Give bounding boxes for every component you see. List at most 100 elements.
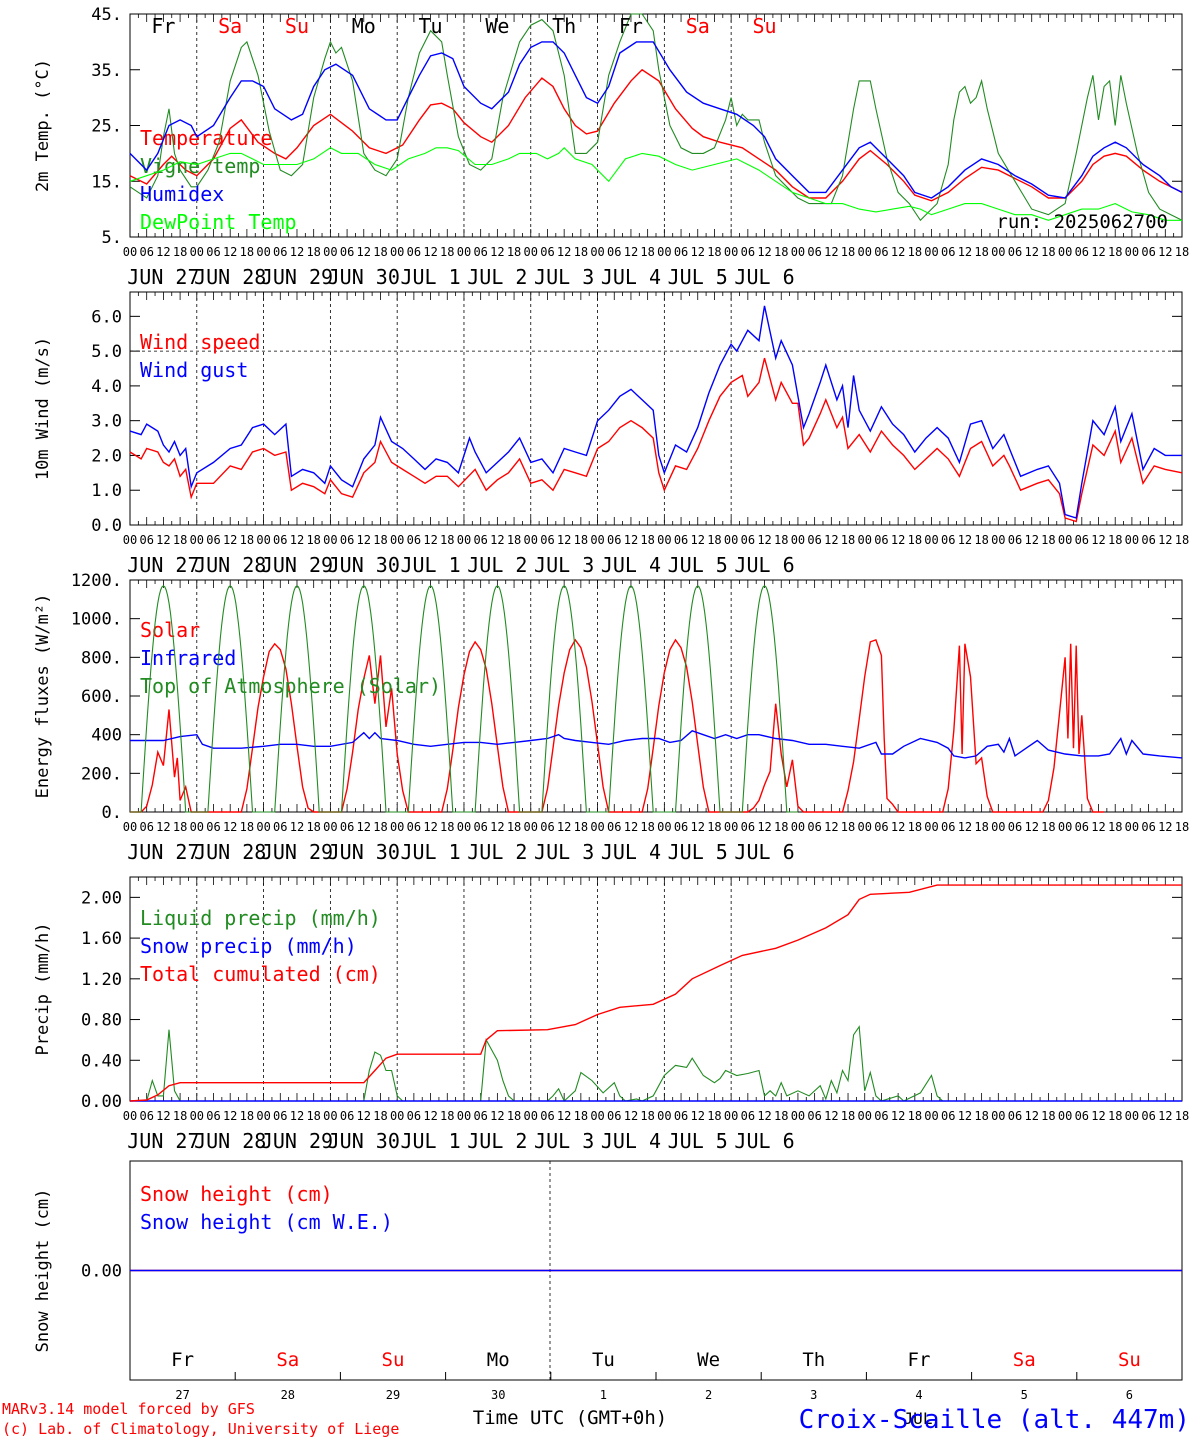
day-of-week-bottom: Su xyxy=(382,1349,405,1371)
series-line-temperature-0 xyxy=(129,68,1183,202)
x-tick-label: 06 xyxy=(540,820,554,834)
x-tick-label: 00 xyxy=(524,533,538,547)
legend-entry: Liquid precip (mm/h) xyxy=(140,906,381,930)
x-tick-label: 12 xyxy=(223,1109,237,1123)
x-tick-label: 18 xyxy=(574,533,588,547)
x-tick-label: 12 xyxy=(290,1109,304,1123)
x-tick-label: 06 xyxy=(807,820,821,834)
y-tick-label: 0.00 xyxy=(81,1092,122,1112)
x-tick-label: 06 xyxy=(139,533,153,547)
series-line-energy-0 xyxy=(130,638,1105,813)
x-tick-label: 00 xyxy=(657,1109,671,1123)
x-tick-label: 18 xyxy=(707,820,721,834)
date-label: JUN 28 xyxy=(194,265,266,289)
y-tick-label: 45. xyxy=(91,5,122,25)
x-tick-label: 00 xyxy=(791,820,805,834)
legend-entry: Top of Atmosphere (Solar) xyxy=(140,674,441,698)
x-tick-label: 18 xyxy=(1108,820,1122,834)
x-tick-label: 00 xyxy=(524,1109,538,1123)
day-of-week-bottom: Tu xyxy=(592,1349,615,1371)
x-tick-label: 06 xyxy=(1141,245,1155,259)
x-tick-label: 18 xyxy=(373,820,387,834)
x-tick-label: 18 xyxy=(306,245,320,259)
x-tick-label: 18 xyxy=(707,533,721,547)
y-tick-label: 0.00 xyxy=(81,1262,122,1282)
plot-frame xyxy=(129,291,1183,526)
x-tick-label: 00 xyxy=(123,820,137,834)
series-line-precip-2 xyxy=(129,884,1182,1102)
x-tick-label: 00 xyxy=(256,533,270,547)
date-label: JUL 6 xyxy=(734,265,794,289)
x-tick-label: 06 xyxy=(273,820,287,834)
series-line-precip-0 xyxy=(130,1025,944,1102)
day-of-week-bottom: Fr xyxy=(171,1349,194,1371)
x-tick-label: 00 xyxy=(1125,245,1139,259)
x-tick-label: 12 xyxy=(624,245,638,259)
x-tick-label: 12 xyxy=(1024,245,1038,259)
x-tick-label: 12 xyxy=(624,1109,638,1123)
x-tick-label: 00 xyxy=(924,820,938,834)
x-tick-label: 18 xyxy=(373,245,387,259)
series-line-wind-1 xyxy=(129,305,1182,519)
y-axis-title: Energy fluxes (W/m²) xyxy=(33,594,53,799)
x-tick-label: 18 xyxy=(507,245,521,259)
x-tick-label: 12 xyxy=(1158,533,1172,547)
x-tick-label: 00 xyxy=(1125,820,1139,834)
x-tick-label: 00 xyxy=(590,533,604,547)
x-tick-label: 12 xyxy=(357,245,371,259)
x-tick-label: 00 xyxy=(256,245,270,259)
x-tick-label: 06 xyxy=(674,820,688,834)
x-tick-label: 18 xyxy=(1041,245,1055,259)
x-tick-label: 06 xyxy=(941,245,955,259)
x-tick-label: 06 xyxy=(874,1109,888,1123)
x-tick-label: 00 xyxy=(858,1109,872,1123)
x-tick-label: 00 xyxy=(1125,1109,1139,1123)
x-tick-label: 18 xyxy=(841,533,855,547)
y-tick-label: 1.0 xyxy=(91,481,122,501)
x-tick-label: 06 xyxy=(206,533,220,547)
x-tick-label: 06 xyxy=(941,533,955,547)
x-tick-label: 06 xyxy=(340,820,354,834)
x-tick-label: 06 xyxy=(1141,820,1155,834)
panel-energy: 0. 200. 400 600. 800. 1000. 1200. Energy fluxes… xyxy=(33,571,1189,864)
x-tick-label: 06 xyxy=(874,820,888,834)
x-tick-label: 12 xyxy=(423,533,437,547)
date-label: JUL 5 xyxy=(668,1129,728,1153)
x-tick-label: 18 xyxy=(173,820,187,834)
x-tick-label: 00 xyxy=(590,1109,604,1123)
day-of-week-bottom: Mo xyxy=(487,1349,510,1371)
x-tick-label: 06 xyxy=(1008,820,1022,834)
x-tick-label: 12 xyxy=(490,533,504,547)
x-tick-label: 00 xyxy=(1058,533,1072,547)
y-tick-label: 2.0 xyxy=(91,446,122,466)
x-tick-label: 00 xyxy=(524,820,538,834)
day-of-week-bottom: Fr xyxy=(908,1349,931,1371)
x-tick-label: 00 xyxy=(924,245,938,259)
x-tick-label: 06 xyxy=(206,1109,220,1123)
x-tick-label: 18 xyxy=(306,820,320,834)
x-tick-label: 06 xyxy=(607,820,621,834)
x-tick-label: 12 xyxy=(557,245,571,259)
day-of-week-top: Sa xyxy=(218,14,242,38)
date-label: JUN 29 xyxy=(261,1129,333,1153)
y-tick-label: 6.0 xyxy=(91,307,122,327)
y-tick-label: 1000. xyxy=(71,610,122,630)
y-tick-label: 25. xyxy=(91,117,122,137)
x-tick-label: 00 xyxy=(390,245,404,259)
x-tick-label: 18 xyxy=(774,245,788,259)
x-tick-label: 12 xyxy=(1158,245,1172,259)
date-label: JUL 2 xyxy=(467,840,527,864)
y-tick-label: 1.20 xyxy=(81,970,122,990)
date-label: JUN 30 xyxy=(328,553,400,577)
x-tick-label: 00 xyxy=(390,533,404,547)
x-tick-label: 18 xyxy=(707,245,721,259)
x-tick-label: 12 xyxy=(290,245,304,259)
date-label: JUN 27 xyxy=(127,553,199,577)
x-tick-label: 12 xyxy=(958,245,972,259)
x-tick-label: 06 xyxy=(1075,245,1089,259)
x-tick-label: 18 xyxy=(974,1109,988,1123)
x-tick-label: 12 xyxy=(891,245,905,259)
x-tick-label: 12 xyxy=(891,820,905,834)
date-label: JUL 1 xyxy=(400,553,460,577)
